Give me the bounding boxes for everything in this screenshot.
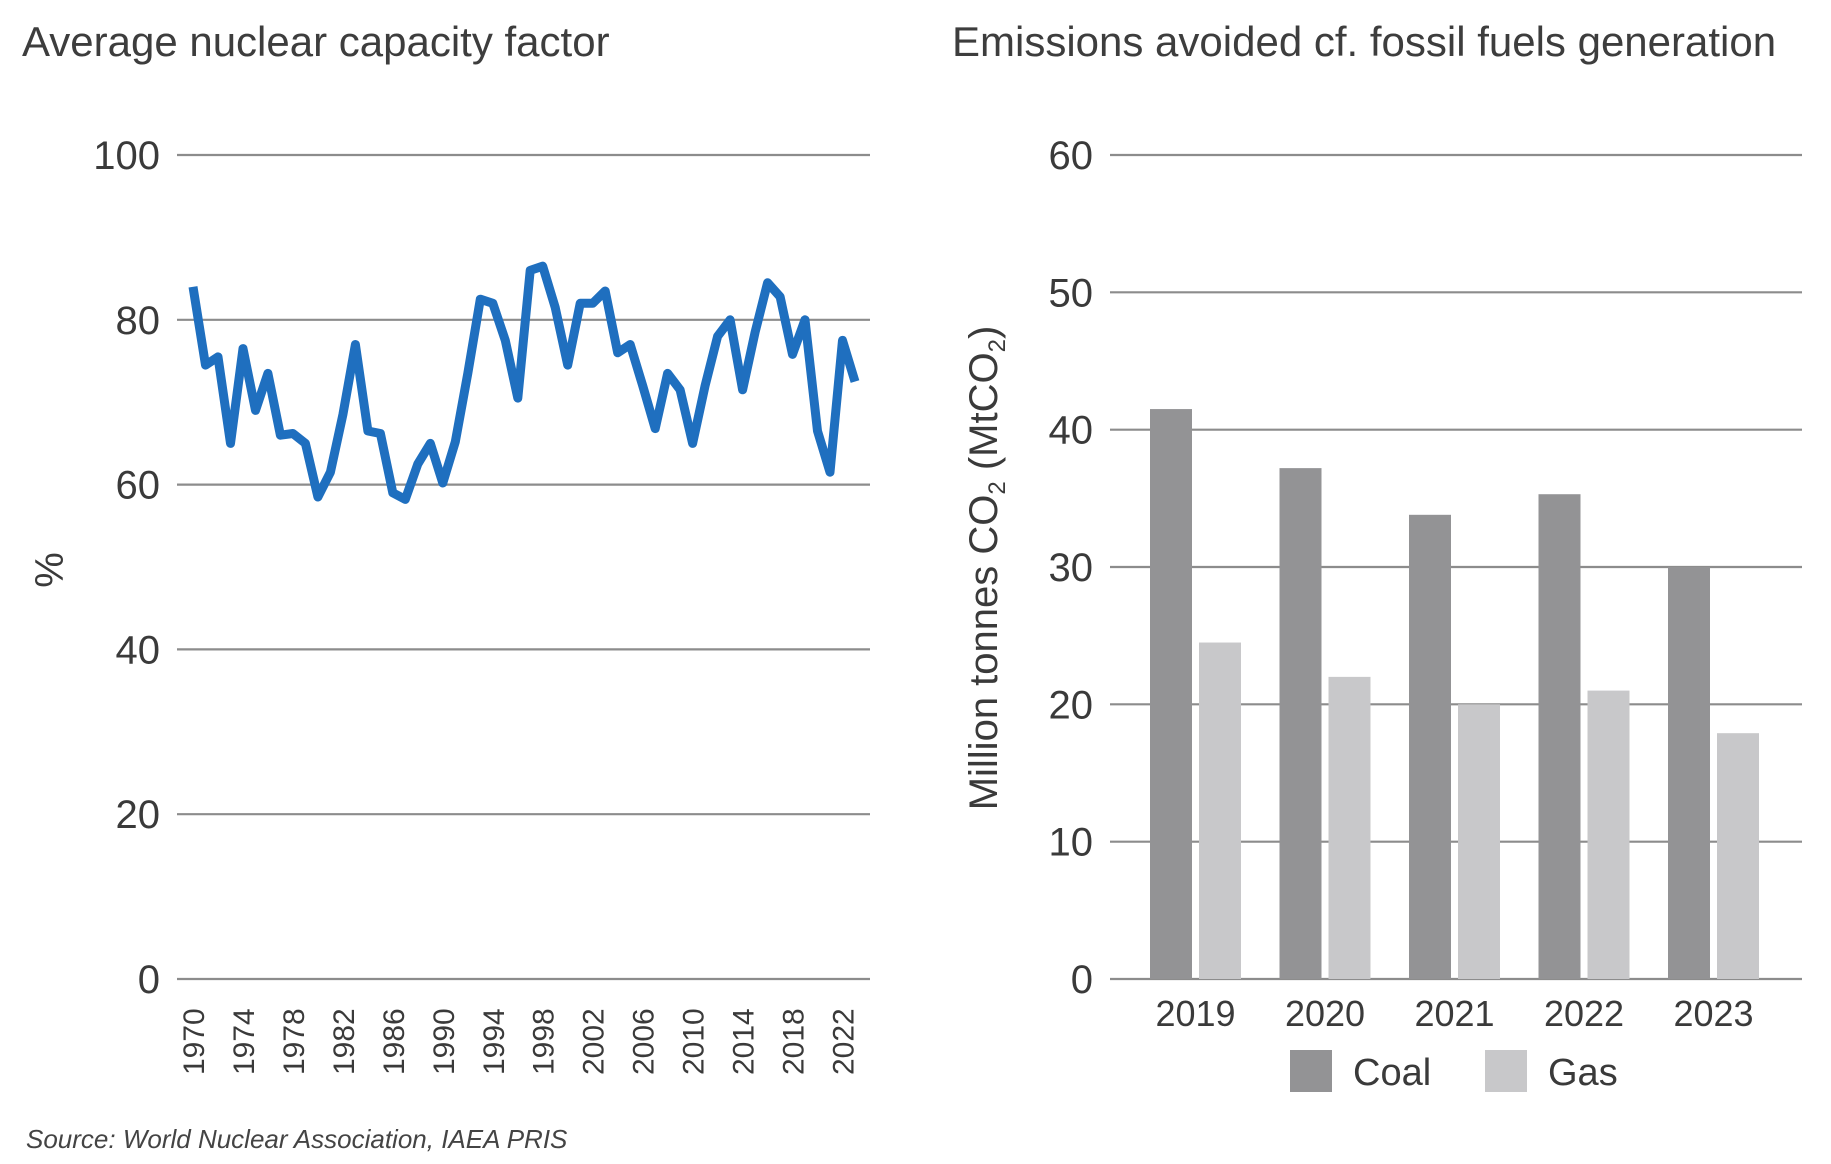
capacity-factor-chart: 0 20 40 60 80 100 1970 1974 1978 1982 1986 1990 1994… xyxy=(28,134,870,1075)
x-tick-left-8: 2002 xyxy=(578,1008,611,1075)
x-tick-left-7: 1998 xyxy=(528,1008,561,1075)
bar-gas-2021 xyxy=(1458,704,1500,979)
y-tick-left-3: 60 xyxy=(116,464,161,508)
x-tick-left-9: 2006 xyxy=(628,1008,661,1075)
x-tick-right-0: 2019 xyxy=(1155,993,1235,1034)
x-tick-left-11: 2014 xyxy=(728,1008,761,1075)
bar-gas-2019 xyxy=(1199,642,1241,979)
x-tick-left-3: 1982 xyxy=(328,1008,361,1075)
x-tick-right-1: 2020 xyxy=(1285,993,1365,1034)
left-chart-title: Average nuclear capacity factor xyxy=(22,18,610,65)
y-tick-left-4: 80 xyxy=(116,299,161,343)
right-chart-title: Emissions avoided cf. fossil fuels gener… xyxy=(952,18,1777,65)
y-tick-right-5: 50 xyxy=(1049,271,1094,315)
bar-coal-2020 xyxy=(1279,468,1322,979)
bar-gas-2022 xyxy=(1587,690,1630,979)
y-tick-right-4: 40 xyxy=(1049,409,1094,453)
x-tick-left-6: 1994 xyxy=(478,1008,511,1075)
x-tick-right-2: 2021 xyxy=(1414,993,1494,1034)
y-tick-right-6: 60 xyxy=(1049,134,1094,178)
x-tick-left-5: 1990 xyxy=(428,1008,461,1075)
y-axis-label-left: % xyxy=(28,552,72,588)
legend-label-coal: Coal xyxy=(1353,1052,1431,1094)
y-tick-left-5: 100 xyxy=(93,134,160,178)
bar-coal-2022 xyxy=(1538,494,1581,979)
x-tick-left-1: 1974 xyxy=(228,1008,261,1075)
x-tick-left-12: 2018 xyxy=(778,1008,811,1075)
bar-gas-2020 xyxy=(1328,676,1371,979)
bar-gas-2023 xyxy=(1717,733,1759,979)
legend-swatch-coal xyxy=(1290,1050,1332,1092)
x-tick-left-4: 1986 xyxy=(378,1008,411,1075)
capacity-factor-line xyxy=(188,261,860,504)
x-tick-left-0: 1970 xyxy=(178,1008,211,1075)
y-tick-right-1: 10 xyxy=(1049,821,1094,865)
y-tick-left-1: 20 xyxy=(116,793,161,837)
emissions-avoided-chart: 0 10 20 30 40 50 60 2019 2020 2021 2022 2023 Million… xyxy=(962,134,1802,1094)
y-tick-right-2: 20 xyxy=(1049,683,1094,727)
x-tick-left-13: 2022 xyxy=(828,1008,861,1075)
y-tick-right-3: 30 xyxy=(1049,546,1094,590)
y-axis-label-right: Million tonnes CO2 (MtCO2) xyxy=(962,326,1011,811)
x-tick-left-2: 1978 xyxy=(278,1008,311,1075)
legend-swatch-gas xyxy=(1485,1050,1527,1092)
x-tick-right-3: 2022 xyxy=(1544,993,1624,1034)
y-tick-right-0: 0 xyxy=(1071,958,1093,1002)
source-note: Source: World Nuclear Association, IAEA … xyxy=(26,1124,568,1154)
bar-coal-2021 xyxy=(1409,514,1451,979)
x-tick-left-10: 2010 xyxy=(678,1008,711,1075)
y-tick-left-2: 40 xyxy=(116,628,161,672)
x-tick-right-4: 2023 xyxy=(1673,993,1753,1034)
y-tick-left-0: 0 xyxy=(138,958,160,1002)
legend-label-gas: Gas xyxy=(1548,1052,1618,1094)
bar-coal-2019 xyxy=(1150,409,1192,980)
bar-coal-2023 xyxy=(1668,567,1710,979)
